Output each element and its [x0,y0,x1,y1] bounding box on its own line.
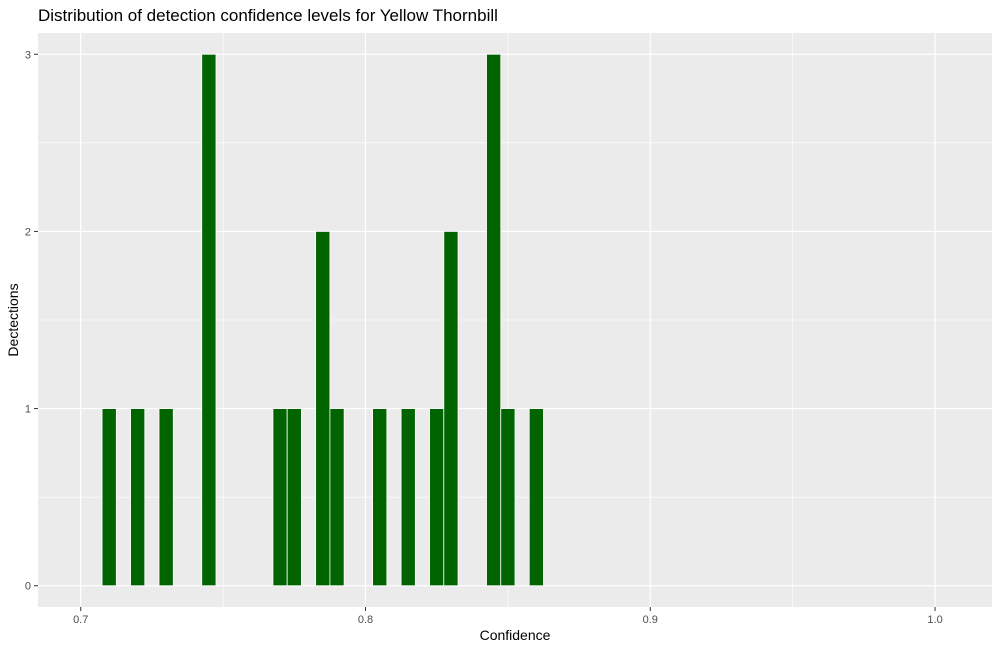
y-tick-label: 0 [25,581,31,593]
histogram-bar [372,408,388,587]
histogram-bar [443,231,459,587]
histogram-bar [286,408,302,587]
histogram-bar [101,408,117,587]
histogram-bar [500,408,516,587]
histogram-bar [315,231,331,587]
x-tick-label: 0.7 [73,614,88,626]
y-tick-label: 3 [25,49,31,61]
histogram-bar [272,408,288,587]
histogram-bar [130,408,146,587]
y-tick-label: 2 [25,226,31,238]
histogram-bar [400,408,416,587]
histogram-bar [486,53,502,587]
x-axis-ticks: 0.7 0.8 0.9 1.0 [73,607,943,626]
chart-title: Distribution of detection confidence lev… [38,6,498,25]
histogram-bar [201,53,217,587]
x-axis-title: Confidence [480,627,551,643]
histogram-bar [429,408,445,587]
x-tick-label: 0.8 [358,614,373,626]
x-tick-label: 1.0 [927,614,942,626]
histogram-bar [158,408,174,587]
y-tick-label: 1 [25,404,31,416]
y-axis-title: Dectections [5,283,21,356]
x-tick-label: 0.9 [643,614,658,626]
histogram-bar [329,408,345,587]
histogram-bar [528,408,544,587]
bars [101,53,544,587]
y-axis-ticks: 0 1 2 3 [25,49,38,593]
